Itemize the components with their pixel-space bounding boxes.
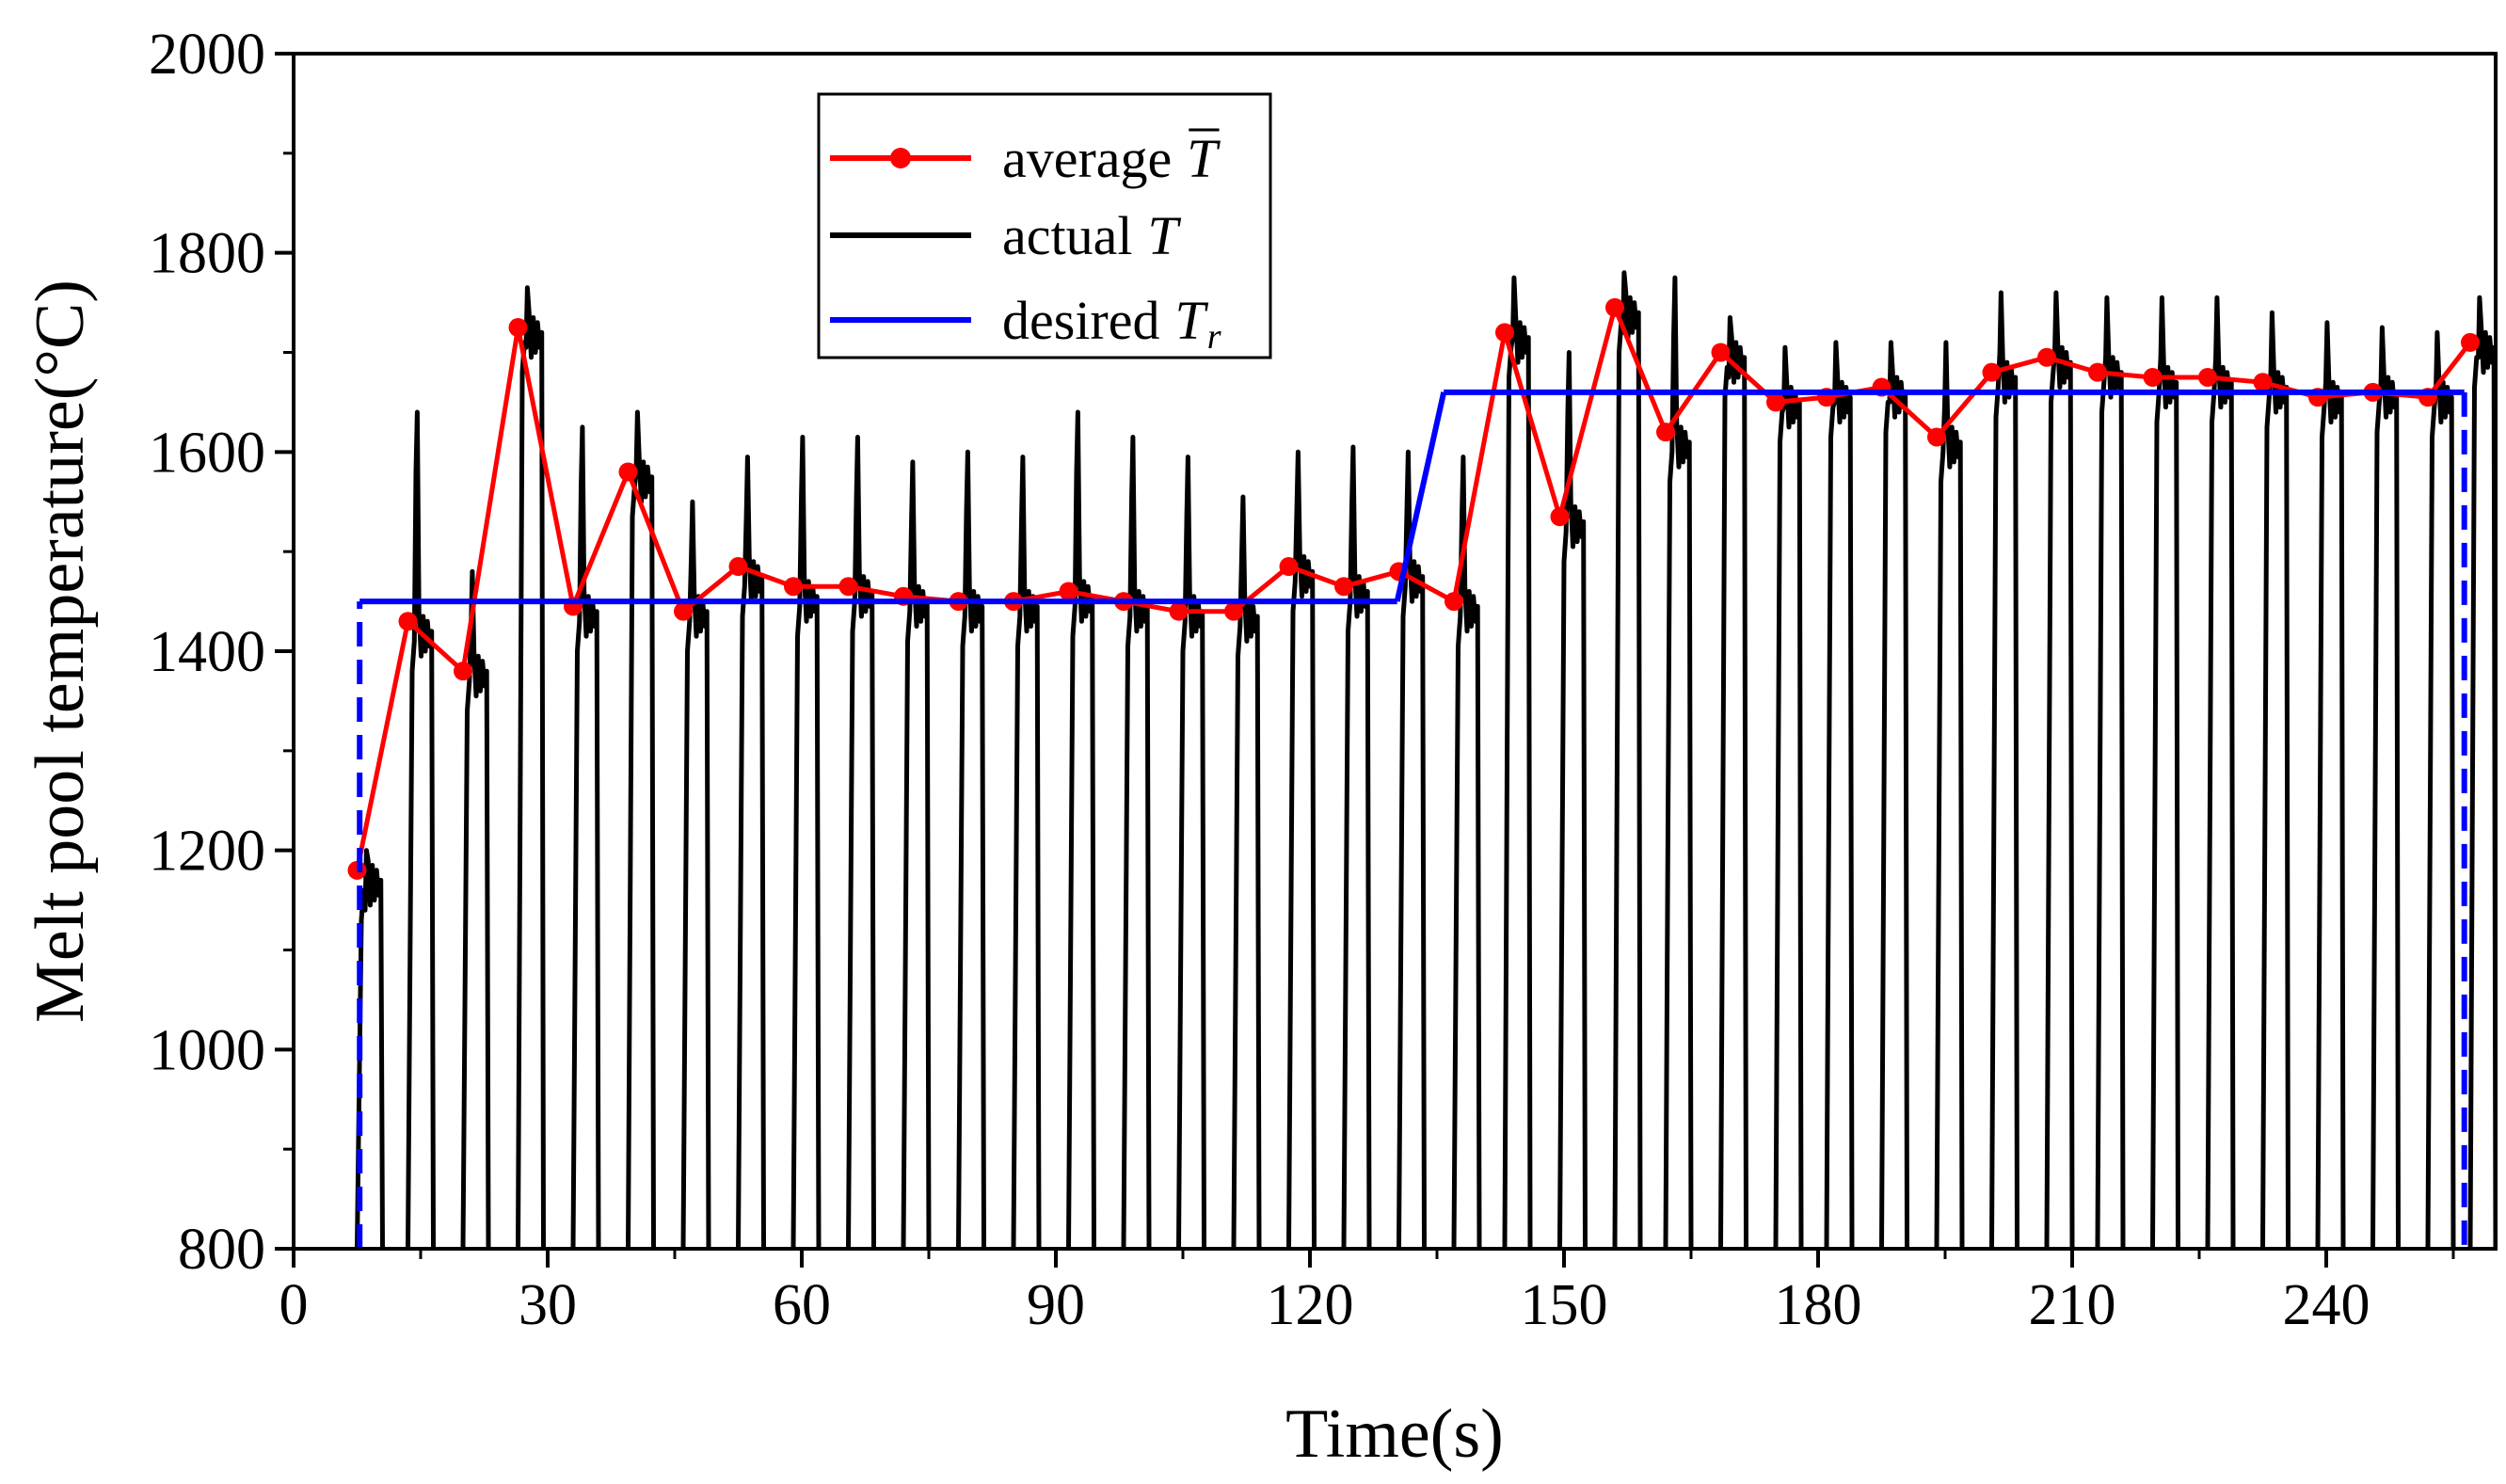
x-tick-label: 60 xyxy=(773,1273,831,1337)
average-point xyxy=(454,662,472,681)
average-point xyxy=(838,577,858,597)
y-tick-label: 1600 xyxy=(149,421,265,485)
average-point xyxy=(728,557,748,577)
average-point xyxy=(508,318,528,338)
series-layer xyxy=(347,270,2496,1249)
legend-label-desired: desired xyxy=(1002,290,1160,351)
legend-symbol-average: T xyxy=(1187,128,1221,189)
average-point xyxy=(1711,343,1731,362)
legend-symbol-desired: T xyxy=(1175,290,1209,351)
average-point xyxy=(2143,367,2163,387)
average-point xyxy=(1982,362,2002,382)
average-point xyxy=(1766,392,1785,412)
average-point xyxy=(1169,601,1189,621)
average-point xyxy=(1550,507,1570,527)
x-tick-label: 240 xyxy=(2283,1273,2370,1337)
average-point xyxy=(2253,373,2273,392)
x-tick-label: 120 xyxy=(1267,1273,1354,1337)
legend-subscript-desired: r xyxy=(1207,317,1221,357)
x-tick-label: 210 xyxy=(2029,1273,2116,1337)
average-point xyxy=(2461,332,2480,352)
y-axis-title: Melt pool temperature(°C) xyxy=(22,279,99,1023)
average-point xyxy=(1334,577,1353,597)
average-point xyxy=(1224,601,1243,621)
average-point xyxy=(674,601,693,621)
y-tick-label: 1000 xyxy=(149,1018,265,1082)
plot-frame xyxy=(292,52,2498,1251)
legend-label-average: average xyxy=(1002,128,1172,189)
average-point xyxy=(1495,323,1514,343)
x-tick-label: 0 xyxy=(279,1273,309,1337)
average-point xyxy=(1927,427,1946,447)
average-point xyxy=(1279,557,1299,577)
average-point xyxy=(2037,347,2056,367)
average-point xyxy=(784,577,803,597)
x-tick-label: 150 xyxy=(1521,1273,1608,1337)
y-tick-label: 1800 xyxy=(149,222,265,286)
average-point xyxy=(1445,592,1463,612)
legend-marker-average xyxy=(890,148,911,168)
average-point xyxy=(1059,582,1078,601)
x-axis-title: Time(s) xyxy=(1285,1396,1504,1473)
average-point xyxy=(1656,423,1675,442)
x-tick-label: 30 xyxy=(519,1273,577,1337)
y-tick-label: 800 xyxy=(178,1218,265,1282)
actual-series-line xyxy=(354,270,2496,1249)
average-point xyxy=(618,462,638,482)
x-tick-label: 90 xyxy=(1027,1273,1085,1337)
y-tick-label: 2000 xyxy=(149,23,265,87)
average-point xyxy=(2198,367,2217,387)
average-point xyxy=(2088,362,2107,382)
average-series-line xyxy=(355,300,2472,871)
desired-segment xyxy=(1394,391,1447,602)
average-point xyxy=(1605,297,1624,317)
axis-ticks: 0 30 60 90 120 150 180 210 240 800 1000 1200 1400 160… xyxy=(149,23,2455,1337)
legend-symbol-actual: T xyxy=(1147,205,1181,266)
x-tick-label: 180 xyxy=(1775,1273,1862,1337)
y-tick-label: 1400 xyxy=(149,620,265,684)
y-tick-label: 1200 xyxy=(149,820,265,884)
legend-box xyxy=(817,92,1272,359)
average-point xyxy=(398,612,418,631)
legend-label-actual: actual xyxy=(1002,205,1132,266)
